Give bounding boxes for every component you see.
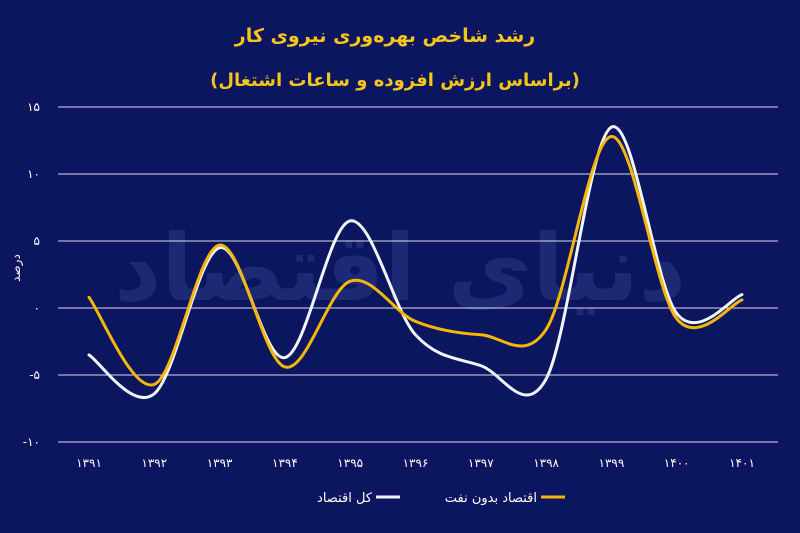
legend-label-total: کل اقتصاد bbox=[317, 491, 373, 506]
grid bbox=[58, 106, 778, 443]
x-tick-label-0: ۱۳۹۱ bbox=[76, 456, 102, 470]
x-tick-label-8: ۱۳۹۹ bbox=[599, 456, 625, 470]
y-tick-label-0: ۱۵ bbox=[27, 100, 40, 114]
legend-label-oil-free: اقتصاد بدون نفت bbox=[445, 491, 537, 506]
x-tick-label-4: ۱۳۹۵ bbox=[337, 456, 363, 470]
series-line-0 bbox=[87, 125, 744, 399]
x-tick-label-9: ۱۴۰۰ bbox=[664, 456, 690, 470]
y-tick-label-4: -۵ bbox=[29, 368, 40, 382]
x-tick-label-7: ۱۳۹۸ bbox=[533, 456, 559, 470]
x-axis-ticks: ۱۳۹۱ ۱۳۹۲ ۱۳۹۳ ۱۳۹۴ ۱۳۹۵ ۱۳۹۶ ۱۳۹۷ ۱۳۹۸ ۱۳۹۹ ۱۴۰۰… bbox=[76, 456, 755, 470]
x-tick-label-3: ۱۳۹۴ bbox=[272, 456, 298, 470]
x-tick-label-10: ۱۴۰۱ bbox=[729, 456, 755, 470]
x-tick-label-1: ۱۳۹۲ bbox=[141, 456, 167, 470]
y-axis-ticks: ۱۵ ۱۰ ۵ ۰ -۵ -۱۰ bbox=[23, 100, 40, 449]
chart-title: رشد شاخص بهره‌وری نیروی کار bbox=[234, 25, 535, 47]
y-tick-label-5: -۱۰ bbox=[23, 435, 40, 449]
y-tick-label-2: ۵ bbox=[34, 234, 40, 248]
x-tick-label-6: ۱۳۹۷ bbox=[468, 456, 494, 470]
y-tick-label-1: ۱۰ bbox=[27, 167, 40, 181]
y-tick-label-3: ۰ bbox=[34, 301, 40, 315]
series-lines bbox=[87, 125, 744, 399]
watermark-text: دنیای اقتصاد bbox=[114, 215, 686, 322]
legend: اقتصاد بدون نفت کل اقتصاد bbox=[317, 491, 565, 506]
x-tick-label-5: ۱۳۹۶ bbox=[403, 456, 429, 470]
y-axis-label: درصد bbox=[9, 254, 24, 282]
chart-subtitle: (براساس ارزش افزوده و ساعات اشتغال) bbox=[210, 70, 580, 91]
series-line-1 bbox=[87, 134, 744, 387]
x-tick-label-2: ۱۳۹۳ bbox=[207, 456, 233, 470]
